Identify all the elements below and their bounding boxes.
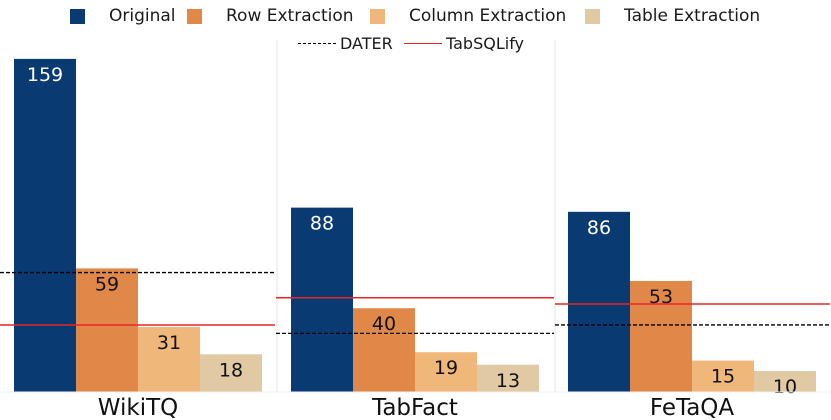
bar-value-label: 159 [27,64,63,86]
legend-swatch-table-extraction [585,8,600,24]
bar-value-label: 13 [496,370,520,392]
bar-value-label: 86 [587,217,611,239]
bar [692,360,754,392]
legend-item-dater: DATER [298,34,393,53]
legend-swatch-column-extraction [370,8,385,24]
bar [291,207,353,392]
legend-swatch-row-extraction [187,8,202,24]
bar-value-label: 88 [310,213,334,235]
legend-line-dater [298,43,336,44]
legend-label-table-extraction: Table Extraction [624,6,761,26]
legend-label-tabsqlify: TabSQLify [446,34,525,53]
bar [14,58,76,393]
bar-value-label: 18 [219,359,243,381]
legend-label-original: Original [109,6,176,26]
x-tick-label: TabFact [371,395,458,420]
bar-value-label: 31 [157,332,181,354]
legend-label-row-extraction: Row Extraction [226,6,354,26]
legend: Original Row Extraction Column Extractio… [0,6,831,26]
bar [353,308,415,392]
legend-line-tabsqlify [404,43,442,44]
bar-value-label: 40 [372,313,396,335]
bar-value-label: 19 [434,357,458,379]
x-tick-label: WikiTQ [98,395,179,420]
bar-value-label: 59 [95,273,119,295]
bar-value-label: 15 [711,366,735,388]
bar [754,371,816,392]
bar-value-label: 10 [773,376,797,398]
bar [630,280,692,392]
bar [415,352,477,392]
legend-item-column-extraction: Column Extraction [370,6,566,26]
legend-label-column-extraction: Column Extraction [409,6,567,26]
bar [568,211,630,392]
legend-item-tabsqlify: TabSQLify [404,34,524,53]
legend-item-row-extraction: Row Extraction [187,6,354,26]
x-tick-label: FeTaQA [650,395,735,420]
bar [138,327,200,392]
legend-item-table-extraction: Table Extraction [585,6,760,26]
legend-label-dater: DATER [340,34,393,53]
reference-legend: DATER TabSQLify [0,34,831,54]
bar [477,364,539,392]
bar [76,268,138,392]
bar [200,354,262,392]
bar-value-label: 53 [649,286,673,308]
legend-swatch-original [70,8,85,24]
legend-item-original: Original [70,6,176,26]
